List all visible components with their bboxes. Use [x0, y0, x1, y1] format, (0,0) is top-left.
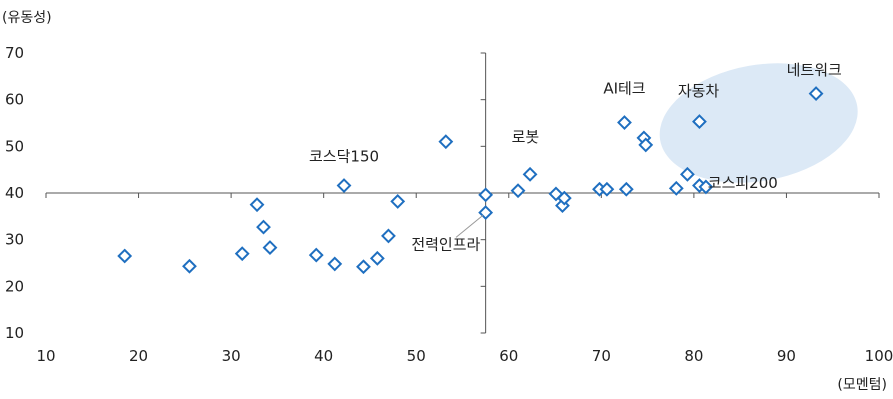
data-point	[256, 219, 271, 235]
point-annotation: AI테크	[603, 80, 645, 98]
data-point	[117, 248, 133, 264]
y-tick-label: 40	[5, 184, 24, 202]
data-point	[617, 115, 632, 130]
point-annotation: 코스피200	[708, 174, 778, 192]
y-tick-label: 70	[5, 44, 24, 62]
x-tick-label: 50	[407, 347, 426, 365]
x-tick-label: 80	[684, 347, 703, 365]
y-tick-label: 60	[5, 91, 24, 109]
data-point	[249, 197, 265, 213]
data-point	[522, 166, 538, 182]
y-tick-label: 50	[5, 137, 24, 155]
data-point	[438, 134, 454, 150]
y-tick-label: 10	[5, 324, 24, 342]
data-point	[599, 181, 615, 197]
data-point	[182, 258, 197, 274]
annotation-leader-line	[455, 215, 484, 238]
point-annotation: 전력인프라	[411, 235, 480, 253]
x-tick-label: 60	[499, 347, 518, 365]
data-point	[692, 114, 707, 130]
data-point	[638, 137, 654, 153]
x-tick-label: 40	[314, 347, 333, 365]
data-point	[390, 193, 406, 209]
data-point	[308, 247, 324, 263]
data-point	[356, 259, 371, 275]
data-point	[478, 187, 494, 203]
x-tick-label: 70	[592, 347, 611, 365]
data-point	[556, 190, 572, 206]
data-point	[262, 240, 278, 256]
y-tick-label: 20	[5, 277, 24, 295]
data-point	[327, 256, 343, 272]
data-point	[679, 166, 695, 182]
point-annotation: 코스닥150	[309, 148, 379, 166]
point-annotation: 자동차	[678, 82, 720, 100]
data-point	[369, 250, 385, 266]
data-point	[668, 180, 684, 196]
x-tick-label: 20	[129, 347, 148, 365]
point-annotation: 로봇	[512, 128, 540, 146]
data-point	[618, 181, 634, 197]
data-point	[698, 179, 714, 195]
data-point	[234, 246, 250, 262]
x-tick-label: 10	[36, 347, 55, 365]
highlight-ellipse	[659, 63, 858, 183]
data-point	[808, 86, 824, 102]
y-tick-label: 30	[5, 231, 24, 249]
data-point	[510, 183, 526, 199]
y-axis-title: (유동성)	[2, 10, 52, 26]
x-tick-label: 30	[222, 347, 241, 365]
point-annotation: 네트워크	[787, 61, 842, 79]
x-tick-label: 90	[777, 347, 796, 365]
x-tick-label: 100	[865, 347, 893, 365]
data-point	[336, 178, 352, 193]
data-point	[381, 228, 396, 244]
x-axis-title: (모멘텀)	[837, 377, 887, 393]
